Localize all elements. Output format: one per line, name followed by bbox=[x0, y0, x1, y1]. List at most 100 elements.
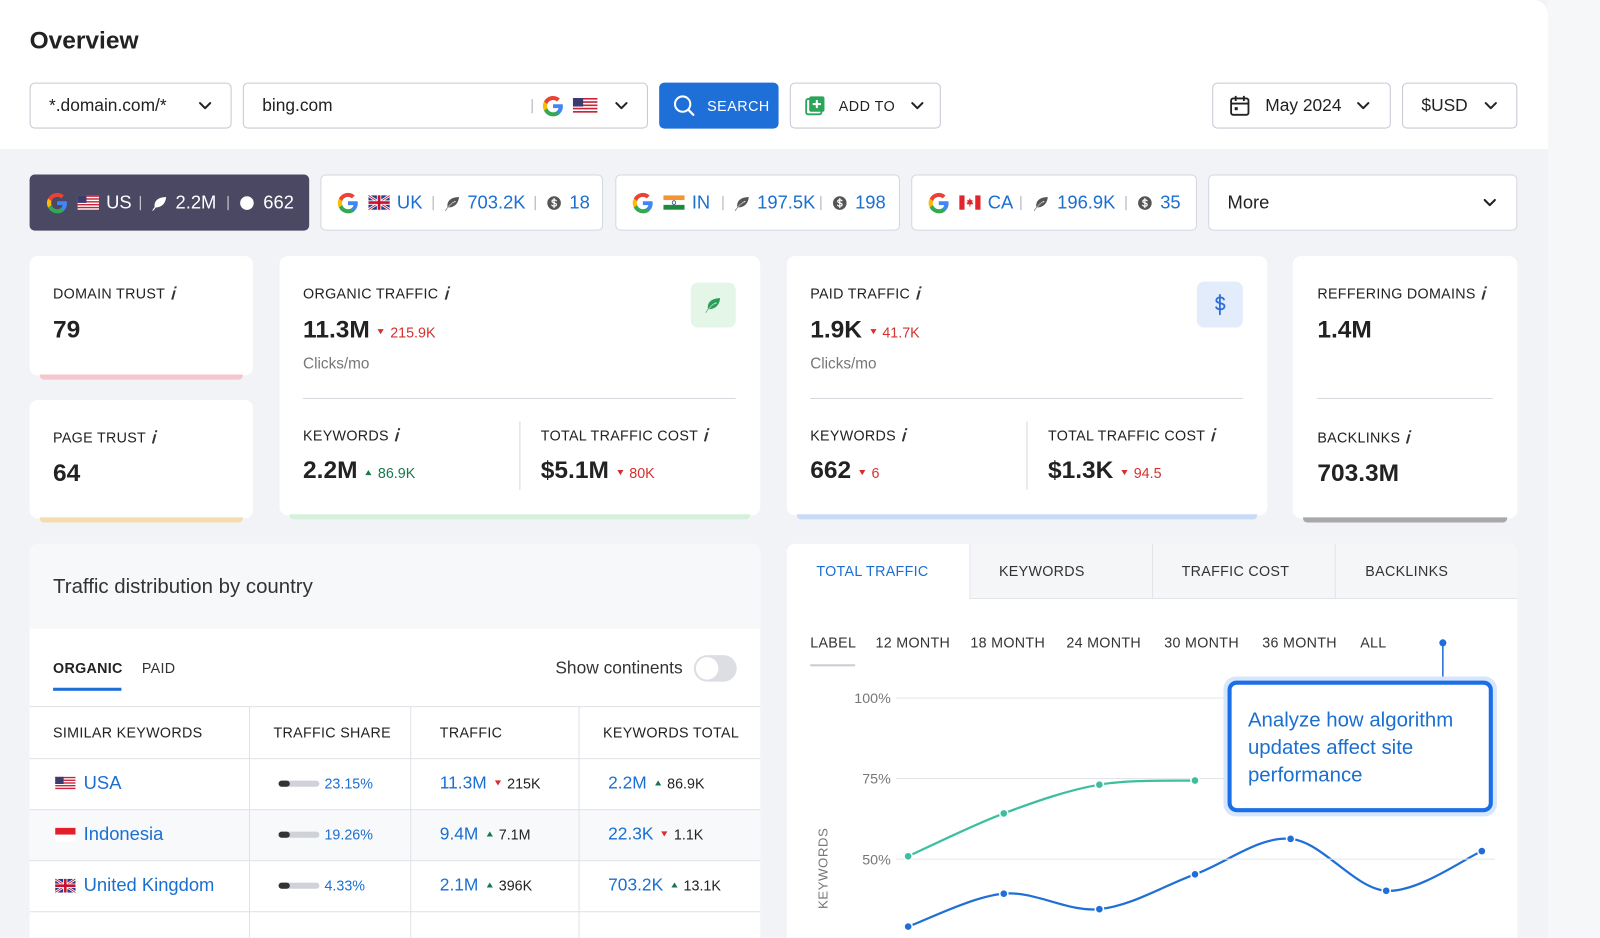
tab-underline bbox=[53, 687, 122, 691]
add-to-label: ADD TO bbox=[838, 97, 896, 114]
country: US bbox=[106, 191, 132, 212]
card-label: KEYWORDS bbox=[810, 427, 907, 444]
period[interactable]: LABEL bbox=[810, 634, 857, 651]
country-link[interactable]: United Kingdom bbox=[83, 874, 215, 896]
point bbox=[903, 921, 914, 932]
value[interactable]: 9.4M bbox=[439, 824, 479, 844]
month-select[interactable]: May 2024 bbox=[1212, 82, 1391, 129]
change: 94.5 bbox=[1121, 465, 1162, 481]
line bbox=[907, 779, 1196, 858]
share-knob bbox=[278, 882, 290, 889]
database-tab[interactable]: IN 197.5K 198 bbox=[615, 174, 900, 231]
keywords-total: 703.2K 13.1K bbox=[608, 875, 721, 896]
organic-keywords: 196.9K bbox=[1057, 191, 1116, 212]
metric: 1.9K 41.7K bbox=[810, 316, 919, 345]
col-border bbox=[410, 706, 412, 938]
chart-tab[interactable]: TRAFFIC COST bbox=[1181, 562, 1290, 580]
divider bbox=[810, 397, 1243, 399]
search-input[interactable]: bing.com bbox=[242, 82, 648, 129]
value[interactable]: 2.2M bbox=[608, 773, 647, 793]
traffic-share: 23.15% bbox=[324, 775, 373, 792]
metric: 2.2M 86.9K bbox=[303, 457, 415, 486]
row-border bbox=[29, 860, 761, 862]
paid-keywords: 18 bbox=[569, 191, 590, 212]
period-underline bbox=[810, 664, 856, 667]
country-link[interactable]: Indonesia bbox=[83, 823, 164, 845]
paid-keywords: 198 bbox=[855, 191, 886, 212]
tab-border bbox=[1334, 543, 1336, 599]
domain-select[interactable]: *.domain.com/* bbox=[29, 82, 232, 129]
value[interactable]: 2.1M bbox=[439, 875, 479, 895]
toggle-knob bbox=[695, 657, 719, 680]
database-tab[interactable]: US 2.2M 662 bbox=[29, 174, 310, 231]
period[interactable]: 30 MONTH bbox=[1164, 634, 1239, 651]
database-tab[interactable]: CA 196.9K 35 bbox=[911, 174, 1197, 231]
card-value: 64 bbox=[53, 459, 81, 488]
icon-box bbox=[1196, 281, 1243, 328]
month: May 2024 bbox=[1265, 95, 1342, 115]
tab[interactable]: PAID bbox=[141, 659, 176, 677]
change: 86.9K bbox=[366, 465, 415, 481]
traffic: 9.4M 7.1M bbox=[440, 824, 531, 845]
query: bing.com bbox=[262, 95, 333, 115]
period[interactable]: 12 MONTH bbox=[875, 634, 951, 651]
point bbox=[1094, 904, 1105, 915]
add-to-button[interactable]: ADD TO bbox=[789, 82, 941, 129]
card-label: TOTAL TRAFFIC COST bbox=[1048, 427, 1216, 444]
paid-keywords: 35 bbox=[1160, 191, 1181, 212]
card-accent bbox=[1303, 517, 1508, 523]
traffic-share: 4.33% bbox=[324, 877, 366, 894]
country-link[interactable]: USA bbox=[83, 772, 122, 794]
toggle[interactable] bbox=[693, 655, 737, 682]
database-tab[interactable]: UK 703.2K 18 bbox=[320, 174, 604, 231]
unit: Clicks/mo bbox=[810, 355, 877, 373]
organic-keywords: 2.2M bbox=[175, 191, 217, 212]
y-tick-label: 100% bbox=[854, 691, 891, 707]
share-track bbox=[278, 780, 320, 787]
label: BACKLINKS bbox=[1317, 429, 1401, 446]
value[interactable]: 703.2K bbox=[608, 875, 664, 895]
divider bbox=[1125, 195, 1127, 210]
more-select[interactable]: More bbox=[1208, 174, 1518, 231]
tab[interactable]: ORGANIC bbox=[53, 659, 123, 677]
card-value: $1.3K bbox=[1047, 456, 1114, 485]
card-label: KEYWORDS bbox=[303, 427, 400, 444]
chart-tab[interactable]: KEYWORDS bbox=[998, 562, 1085, 580]
card-value: 703.3M bbox=[1317, 459, 1400, 488]
divider bbox=[303, 397, 736, 399]
value[interactable]: 22.3K bbox=[608, 824, 654, 844]
column-header: TRAFFIC bbox=[439, 724, 503, 741]
card-label: ORGANIC TRAFFIC bbox=[303, 285, 449, 302]
card-value: 79 bbox=[53, 315, 81, 344]
marker-dot bbox=[1439, 639, 1447, 647]
label: ORGANIC TRAFFIC bbox=[303, 285, 439, 302]
point bbox=[903, 851, 914, 862]
chart-tab[interactable]: BACKLINKS bbox=[1365, 562, 1449, 580]
period[interactable]: 24 MONTH bbox=[1066, 634, 1141, 651]
country: UK bbox=[396, 191, 423, 212]
period[interactable]: 36 MONTH bbox=[1262, 634, 1337, 651]
point bbox=[1190, 775, 1200, 786]
point bbox=[1381, 885, 1392, 896]
column-header: TRAFFIC SHARE bbox=[273, 724, 391, 741]
tab-strip bbox=[969, 543, 1518, 599]
calendar-icon bbox=[1230, 95, 1250, 116]
period[interactable]: ALL bbox=[1360, 634, 1387, 651]
row-border bbox=[29, 758, 761, 760]
domain-mask: *.domain.com/* bbox=[48, 95, 167, 115]
card-value: 11.3M bbox=[303, 315, 370, 344]
y-tick-label: 50% bbox=[862, 852, 891, 868]
value[interactable]: 11.3M bbox=[439, 773, 487, 793]
search-button[interactable]: SEARCH bbox=[659, 82, 779, 129]
y-tick-label: 75% bbox=[862, 772, 891, 788]
chart-tab[interactable]: TOTAL TRAFFIC bbox=[816, 562, 929, 580]
period[interactable]: 18 MONTH bbox=[970, 634, 1046, 651]
traffic: 11.3M 215K bbox=[440, 773, 541, 794]
currency-select[interactable]: $USD bbox=[1402, 82, 1518, 129]
card-value: 1.9K bbox=[810, 315, 862, 344]
currency: $USD bbox=[1421, 95, 1468, 115]
referring-card: REFFERING DOMAINS 1.4M BACKLINKS 703.3M bbox=[1292, 256, 1518, 523]
change: 7.1M bbox=[487, 826, 531, 842]
change: 41.7K bbox=[870, 324, 919, 340]
divider bbox=[1317, 397, 1493, 399]
